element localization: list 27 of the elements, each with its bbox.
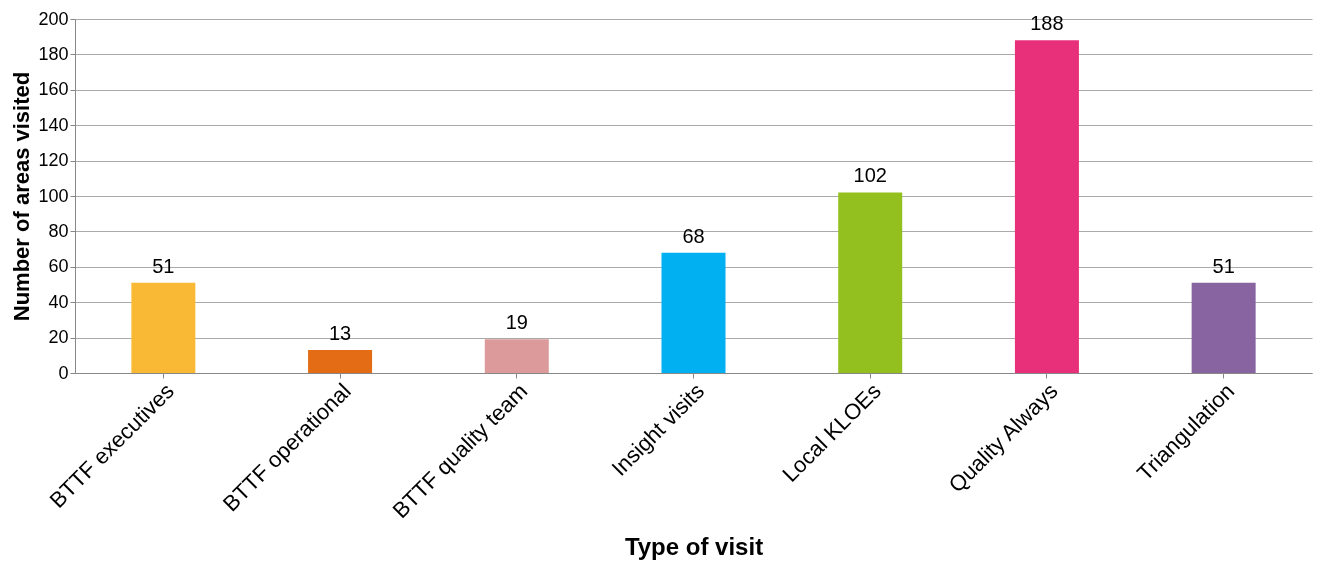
y-tick-label: 140 [38,114,69,135]
data-label: 19 [505,311,528,334]
y-tick-label: 80 [48,220,69,241]
bar [1014,40,1079,373]
data-label: 51 [1212,254,1235,277]
y-tick-label: 180 [38,43,69,64]
bar [1191,282,1256,373]
bar [838,192,903,373]
y-tick-label: 0 [58,362,69,383]
bar [661,252,726,373]
y-tick-label: 20 [48,327,69,348]
data-label: 102 [853,164,887,187]
y-tick-label: 200 [38,8,69,29]
data-label: 68 [682,224,705,247]
y-tick-label: 40 [48,291,69,312]
y-axis-title: Number of areas visited [9,71,35,322]
y-tick-label: 160 [38,79,69,100]
bar [484,339,549,373]
data-label: 13 [328,321,352,344]
y-tick-label: 120 [38,150,69,171]
y-tick-label: 60 [48,256,69,277]
bar [308,349,373,373]
x-axis-title: Type of visit [624,533,764,561]
y-tick-label: 100 [38,185,69,206]
bar [131,282,196,373]
data-label: 51 [152,254,175,277]
data-label: 188 [1030,12,1064,35]
